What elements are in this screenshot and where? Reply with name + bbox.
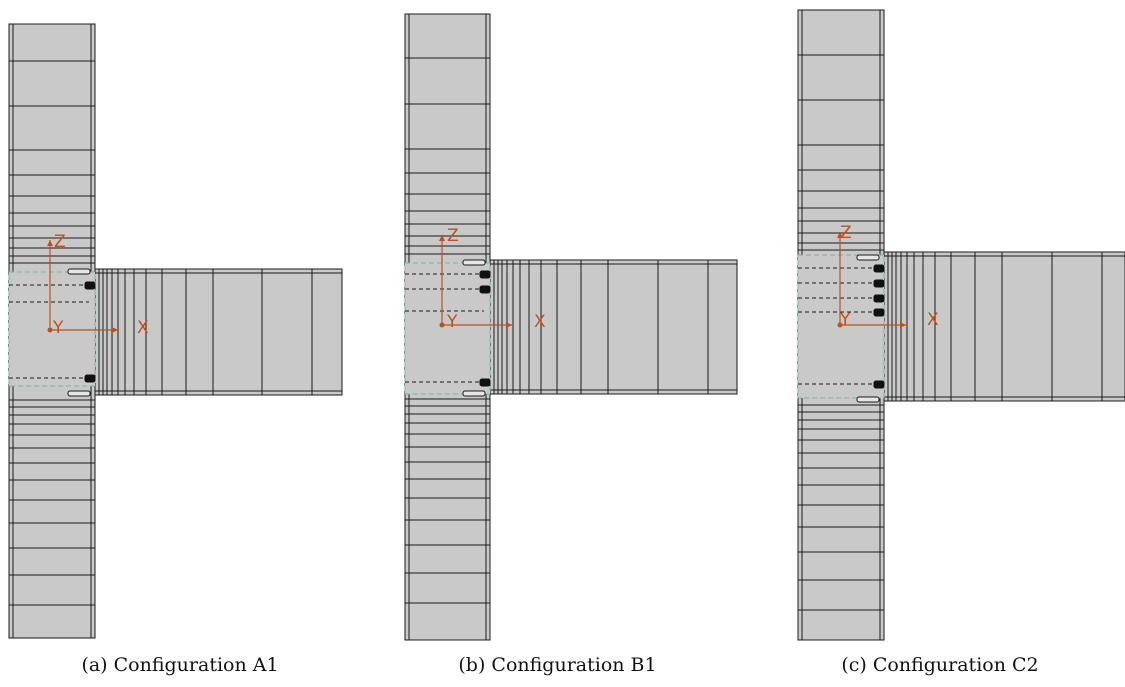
y-axis-label: Y xyxy=(446,312,458,332)
panel-zone xyxy=(404,262,491,395)
y-axis-label: Y xyxy=(839,310,851,330)
connection-diagram-c2: Z Y X xyxy=(797,9,1125,641)
end-plate-tab xyxy=(462,390,486,397)
bolt xyxy=(84,374,96,383)
connection-diagram-b1: Z Y X xyxy=(404,13,738,641)
x-axis-arrowhead xyxy=(506,322,512,328)
z-axis-arrowhead xyxy=(837,232,843,238)
z-axis-arrowhead xyxy=(439,235,445,241)
bolt xyxy=(479,285,491,294)
bolt xyxy=(479,378,491,387)
axis-origin xyxy=(837,322,843,328)
x-axis-label: X xyxy=(534,312,546,332)
axis-origin xyxy=(439,322,445,328)
bolt xyxy=(479,270,491,279)
bolt xyxy=(873,380,885,389)
bolt xyxy=(873,308,885,317)
figure-panel-a: Z Y X (a) Configuration A1 xyxy=(0,0,370,687)
figure-caption: (c) Configuration C2 xyxy=(841,654,1039,676)
x-axis-arrowhead xyxy=(900,322,906,328)
beam xyxy=(489,259,738,395)
end-plate-tab xyxy=(856,396,880,403)
z-axis-label: Z xyxy=(840,223,852,243)
figure-panel-b: Z Y X (b) Configuration B1 xyxy=(370,0,760,687)
x-axis-label: X xyxy=(137,318,149,338)
axis-origin xyxy=(47,327,53,333)
z-axis-label: Z xyxy=(54,232,66,252)
beam xyxy=(883,251,1125,402)
y-axis-label: Y xyxy=(52,318,64,338)
bolt xyxy=(873,279,885,288)
end-plate-tab xyxy=(67,390,91,397)
connection-diagram-a1: Z Y X xyxy=(8,23,343,639)
x-axis-arrowhead xyxy=(112,327,118,333)
z-axis-arrowhead xyxy=(47,240,53,246)
figure-panel-c: Z Y X (c) Configuration C2 xyxy=(760,0,1125,687)
figure-caption: (a) Configuration A1 xyxy=(81,654,279,676)
end-plate-tab xyxy=(856,254,880,261)
bolt xyxy=(873,294,885,303)
beam xyxy=(94,268,343,396)
end-plate-tab xyxy=(67,268,91,275)
x-axis-label: X xyxy=(927,310,939,330)
bolt xyxy=(873,264,885,273)
figure-caption: (b) Configuration B1 xyxy=(458,654,657,676)
end-plate-tab xyxy=(462,259,486,266)
bolt xyxy=(84,281,96,290)
z-axis-label: Z xyxy=(447,226,459,246)
